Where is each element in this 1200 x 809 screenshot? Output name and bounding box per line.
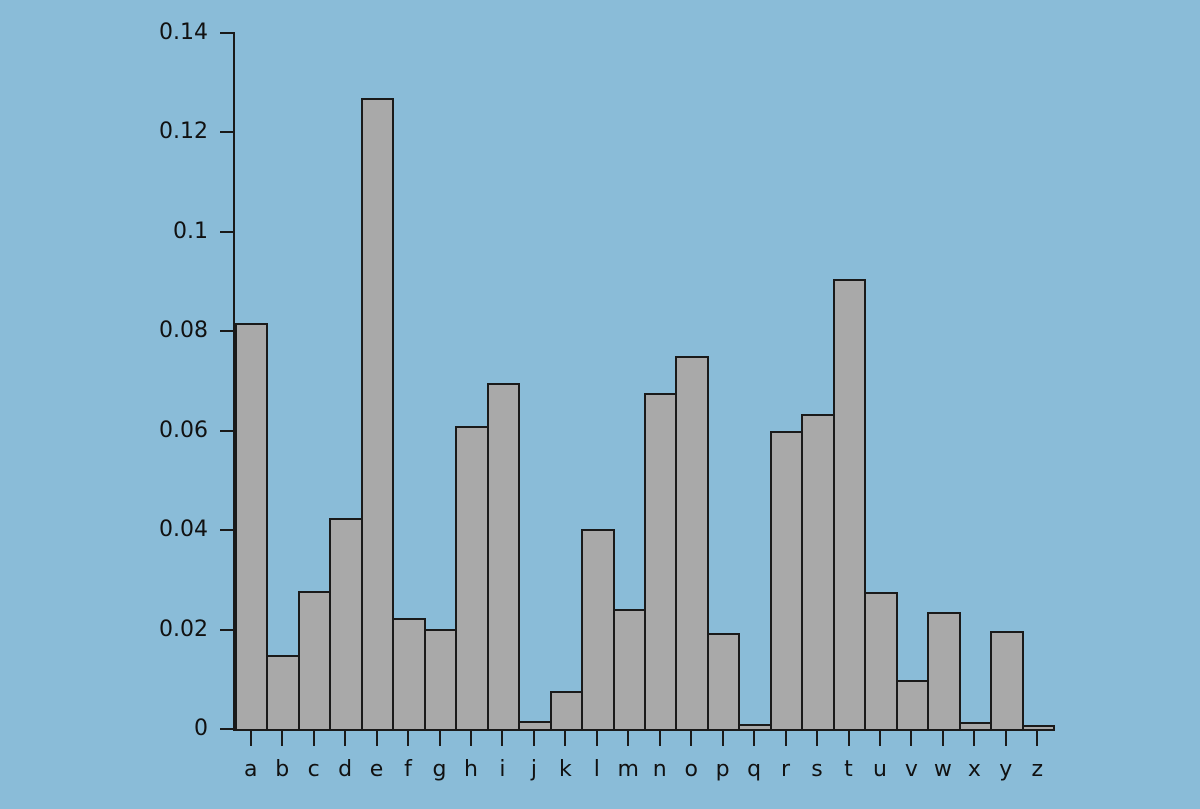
bar-n — [644, 393, 678, 731]
x-axis-tick — [438, 731, 441, 746]
x-tick-label: d — [338, 757, 353, 782]
y-tick-label: 0.12 — [159, 119, 208, 145]
bar-y — [990, 630, 1024, 731]
x-tick-label: c — [307, 757, 320, 782]
x-tick-label: m — [617, 757, 639, 782]
x-tick-label: a — [243, 757, 258, 782]
x-axis-tick — [407, 731, 410, 746]
x-axis-tick — [721, 731, 724, 746]
y-axis-tick — [220, 32, 235, 34]
x-tick-label: v — [904, 757, 918, 782]
x-axis-tick — [847, 731, 850, 746]
y-tick-label: 0.04 — [159, 517, 208, 543]
x-tick-label: w — [933, 757, 952, 782]
bar-g — [423, 628, 458, 731]
x-axis-tick — [753, 731, 756, 746]
x-tick-label: e — [369, 757, 384, 782]
x-tick-label: z — [1031, 757, 1044, 782]
x-tick-label: f — [404, 757, 412, 782]
x-tick-label: r — [781, 757, 791, 782]
y-tick-label: 0.02 — [159, 616, 208, 642]
x-axis-tick — [816, 731, 819, 746]
x-axis-tick — [690, 731, 693, 746]
x-axis-tick — [627, 731, 630, 746]
x-axis-tick — [910, 731, 913, 746]
x-tick-label: j — [530, 757, 537, 782]
x-tick-label: o — [684, 757, 698, 782]
x-tick-label: h — [463, 757, 478, 782]
x-tick-label: s — [811, 757, 823, 782]
x-axis-tick — [784, 731, 787, 746]
x-tick-label: p — [715, 757, 730, 782]
bar-j — [518, 721, 552, 731]
x-axis-tick — [501, 731, 504, 746]
y-tick-label: 0.14 — [159, 20, 208, 45]
y-tick-label: 0.08 — [159, 318, 208, 344]
x-tick-label: i — [499, 757, 506, 782]
x-axis-tick — [281, 731, 284, 746]
y-axis-line — [233, 33, 235, 731]
x-axis-tick — [878, 731, 881, 746]
bar-i — [486, 382, 521, 731]
bar-p — [706, 633, 741, 731]
bar-s — [801, 414, 835, 731]
bar-e — [360, 97, 395, 731]
bar-l — [581, 528, 615, 731]
bar-m — [612, 609, 646, 731]
x-tick-label: q — [747, 757, 762, 782]
bar-w — [927, 611, 961, 731]
y-axis-tick — [220, 131, 235, 134]
bar-r — [769, 431, 804, 731]
x-axis-tick — [973, 731, 976, 746]
x-axis-tick — [1036, 731, 1039, 746]
x-tick-label: u — [872, 757, 887, 782]
bar-z — [1021, 725, 1055, 731]
x-tick-label: x — [967, 757, 981, 782]
x-axis-tick — [249, 731, 252, 746]
y-axis-tick — [220, 230, 235, 233]
y-axis-tick — [220, 330, 235, 333]
bar-k — [549, 690, 584, 731]
y-tick-label: 0 — [194, 716, 208, 741]
x-axis-tick — [375, 731, 378, 746]
y-axis-tick — [220, 728, 235, 730]
bar-o — [675, 355, 709, 731]
x-axis-tick — [312, 731, 315, 746]
y-tick-label: 0.1 — [173, 218, 208, 244]
x-axis-tick — [344, 731, 347, 746]
bar-d — [329, 517, 363, 731]
x-axis-tick — [564, 731, 567, 746]
bar-h — [455, 426, 489, 731]
bar-v — [895, 680, 930, 731]
y-axis-tick — [220, 628, 235, 631]
x-axis-tick — [658, 731, 661, 746]
bar-x — [958, 721, 993, 731]
x-axis-tick — [1004, 731, 1007, 746]
x-tick-label: g — [432, 757, 447, 782]
x-axis-tick — [532, 731, 535, 746]
y-tick-label: 0.06 — [159, 417, 208, 443]
y-axis-tick — [220, 429, 235, 432]
x-tick-label: b — [275, 757, 290, 782]
x-axis-tick — [595, 731, 598, 746]
bar-q — [738, 724, 772, 731]
x-tick-label: t — [844, 757, 853, 782]
x-axis-tick — [469, 731, 472, 746]
bar-c — [297, 590, 332, 731]
x-tick-label: l — [593, 757, 600, 782]
x-tick-label: y — [999, 757, 1013, 782]
bar-f — [392, 618, 426, 731]
bar-u — [864, 591, 898, 731]
y-axis-tick — [220, 529, 235, 532]
bar-b — [266, 654, 300, 731]
x-tick-label: k — [558, 757, 572, 782]
bar-t — [832, 278, 867, 731]
x-tick-label: n — [652, 757, 667, 782]
bar-a — [235, 322, 269, 731]
x-axis-tick — [941, 731, 944, 746]
